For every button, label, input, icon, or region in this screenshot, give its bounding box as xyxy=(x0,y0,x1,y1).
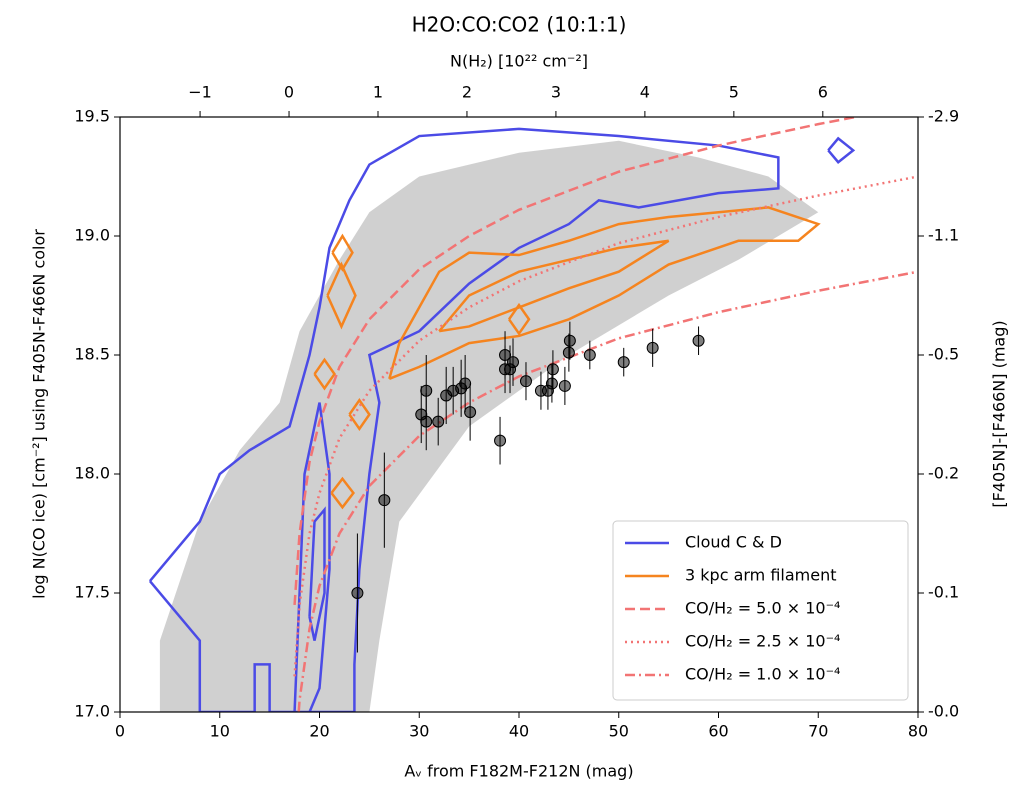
y2-axis-label: [F405N]-[F466N] (mag) xyxy=(990,320,1009,507)
data-point xyxy=(351,587,364,599)
legend-label: 3 kpc arm filament xyxy=(685,566,837,585)
x2-tick-label: −1 xyxy=(188,83,212,102)
x-tick-label: 70 xyxy=(808,722,828,741)
y2-tick-label: -0.0 xyxy=(928,702,959,721)
data-point xyxy=(646,341,659,354)
x-tick-label: 40 xyxy=(509,722,529,741)
x-tick-label: 30 xyxy=(409,722,429,741)
y2-tick-label: -0.1 xyxy=(928,583,959,602)
data-point xyxy=(378,494,391,507)
data-point xyxy=(563,334,576,347)
data-point xyxy=(507,356,520,369)
data-point xyxy=(692,334,705,347)
y2-tick-label: -1.1 xyxy=(928,226,959,245)
contour xyxy=(330,476,355,510)
y-tick-label: 17.0 xyxy=(74,702,110,721)
x2-tick-label: 0 xyxy=(284,83,294,102)
contour xyxy=(508,302,531,336)
chart-title: H2O:CO:CO2 (10:1:1) xyxy=(412,13,627,37)
contour xyxy=(388,206,821,380)
x-axis-label: Aᵥ from F182M-F212N (mag) xyxy=(404,762,633,781)
data-point xyxy=(545,377,558,390)
y2-tick-label: -0.5 xyxy=(928,345,959,364)
data-point xyxy=(464,406,477,419)
x2-tick-label: 1 xyxy=(373,83,383,102)
contour xyxy=(326,261,357,330)
y-tick-label: 19.0 xyxy=(74,226,110,245)
contour xyxy=(331,233,354,272)
y-tick-label: 18.5 xyxy=(74,345,110,364)
contour xyxy=(313,357,336,391)
contour xyxy=(293,402,331,712)
x-tick-label: 60 xyxy=(708,722,728,741)
y-tick-label: 19.5 xyxy=(74,107,110,126)
contour xyxy=(308,506,326,641)
x-tick-label: 20 xyxy=(309,722,329,741)
data-point xyxy=(519,375,532,388)
data-point xyxy=(583,349,596,361)
contour xyxy=(348,398,371,431)
y-tick-label: 18.0 xyxy=(74,464,110,483)
plot-area xyxy=(148,117,918,712)
y-tick-label: 17.5 xyxy=(74,583,110,602)
x2-axis-label: N(H₂) [10²² cm⁻²] xyxy=(450,52,588,71)
data-point xyxy=(558,379,571,392)
legend-label: CO/H₂ = 5.0 × 10⁻⁴ xyxy=(685,599,840,618)
y-axis-label: log N(CO ice) [cm⁻²] using F405N-F466N c… xyxy=(30,229,49,599)
model-curve xyxy=(297,270,918,712)
data-point xyxy=(420,415,433,428)
contour xyxy=(827,136,856,164)
x2-tick-label: 2 xyxy=(462,83,472,102)
legend-label: CO/H₂ = 2.5 × 10⁻⁴ xyxy=(685,632,840,651)
x-tick-label: 80 xyxy=(908,722,928,741)
data-point xyxy=(562,346,575,359)
data-point xyxy=(459,377,472,390)
y2-tick-label: -0.2 xyxy=(928,464,959,483)
legend-box xyxy=(612,520,909,701)
data-point xyxy=(432,415,445,428)
model-curve xyxy=(293,117,863,605)
data-point xyxy=(494,434,507,447)
x2-tick-label: 5 xyxy=(729,83,739,102)
data-point xyxy=(617,356,630,369)
contour xyxy=(438,239,670,333)
axes: 0 10 20 30 40 50 60 70 80 −1 0 1 2 3 4 5 6 17.0 17.5 18.0 18… xyxy=(74,83,959,741)
x-tick-label: 50 xyxy=(609,722,629,741)
x-tick-label: 10 xyxy=(210,722,230,741)
data-point xyxy=(546,363,559,376)
x2-tick-label: 6 xyxy=(818,83,828,102)
y2-tick-label: -2.9 xyxy=(928,107,959,126)
contour xyxy=(148,127,780,712)
x2-tick-label: 3 xyxy=(551,83,561,102)
legend-label: Cloud C & D xyxy=(685,533,782,552)
legend-label: CO/H₂ = 1.0 × 10⁻⁴ xyxy=(685,665,840,684)
x-tick-label: 0 xyxy=(115,722,125,741)
x2-tick-label: 4 xyxy=(640,83,650,102)
model-curve xyxy=(293,175,918,677)
